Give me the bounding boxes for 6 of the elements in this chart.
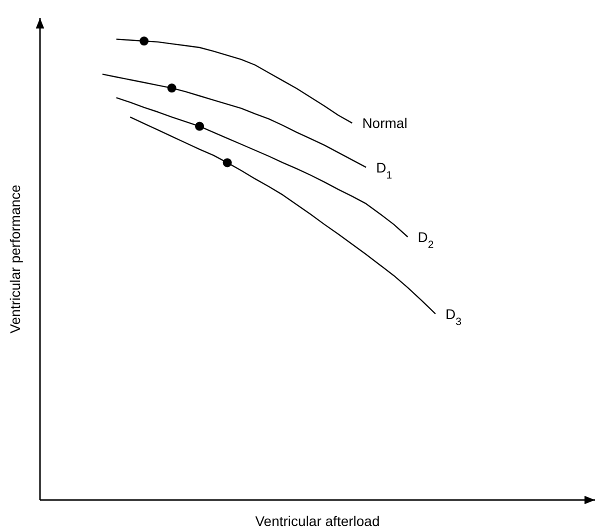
series-label: D$_{2}$: [418, 228, 434, 251]
y-axis-title: Ventricular performance: [7, 184, 23, 334]
x-axis-title: Ventricular afterload: [255, 513, 380, 529]
series-label: D$_{3}$: [445, 306, 462, 328]
series-label: D$_{1}$: [376, 159, 392, 182]
series-label: Normal: [362, 115, 408, 132]
